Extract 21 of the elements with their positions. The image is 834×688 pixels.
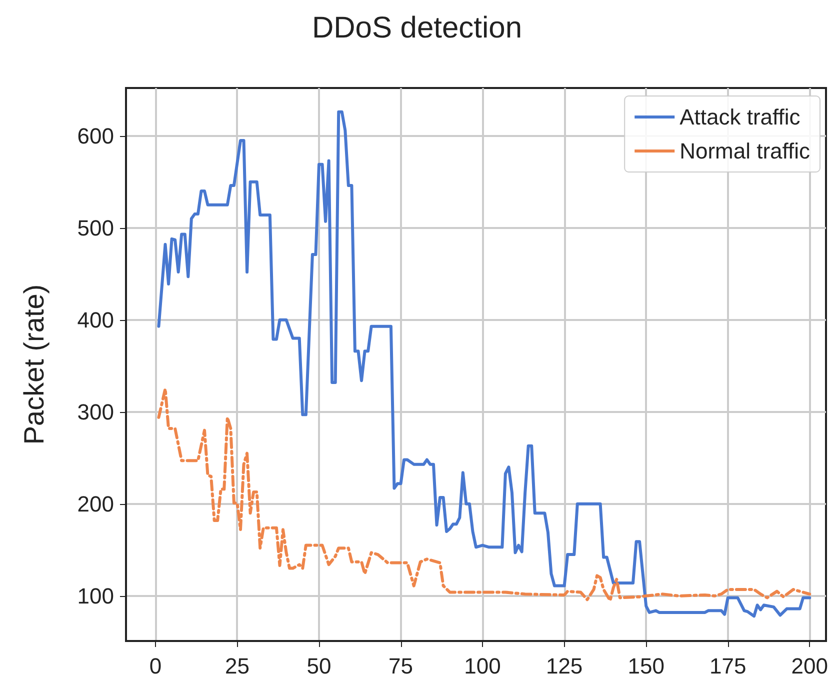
y-tick-label: 600 <box>77 123 114 148</box>
legend-label: Attack traffic <box>680 104 800 130</box>
x-tick-label: 150 <box>628 654 664 678</box>
legend-label: Normal traffic <box>680 138 810 164</box>
y-tick-label: 200 <box>77 491 114 516</box>
x-tick-label: 100 <box>464 654 501 678</box>
x-tick-label: 25 <box>224 654 250 678</box>
x-tick-label: 200 <box>791 654 828 678</box>
x-tick-label: 50 <box>306 654 332 678</box>
x-tick-label: 125 <box>546 654 583 678</box>
chart-title: DDoS detection <box>312 12 522 44</box>
x-tick-label: 0 <box>149 654 162 678</box>
y-axis-title: Packet (rate) <box>18 284 50 445</box>
x-tick-label: 175 <box>710 654 746 678</box>
y-tick-label: 100 <box>77 583 114 608</box>
line-series <box>157 387 812 602</box>
line-series <box>157 110 812 618</box>
y-tick-label: 400 <box>77 307 114 332</box>
y-tick-label: 300 <box>77 399 114 424</box>
y-tick-label: 500 <box>77 215 114 240</box>
x-tick-label: 75 <box>388 654 414 678</box>
